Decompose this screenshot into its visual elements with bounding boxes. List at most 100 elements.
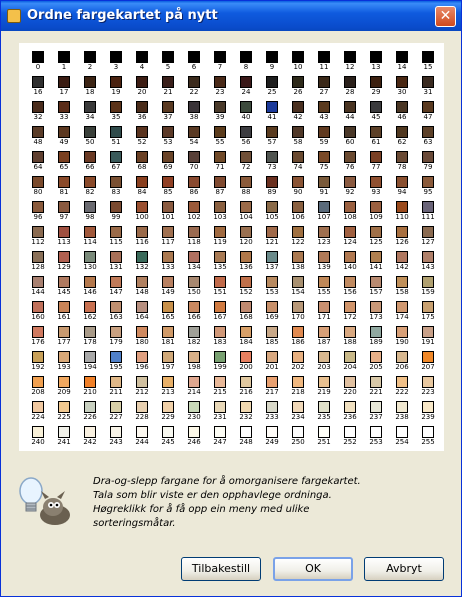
color-swatch-cell[interactable]: 234 bbox=[285, 398, 311, 422]
color-swatch-cell[interactable]: 143 bbox=[415, 248, 441, 272]
color-swatch[interactable] bbox=[318, 326, 330, 338]
color-swatch[interactable] bbox=[344, 151, 356, 163]
color-swatch-cell[interactable]: 152 bbox=[233, 273, 259, 297]
color-swatch-cell[interactable]: 145 bbox=[51, 273, 77, 297]
color-swatch[interactable] bbox=[214, 76, 226, 88]
color-swatch-cell[interactable]: 1 bbox=[51, 48, 77, 72]
color-swatch[interactable] bbox=[344, 376, 356, 388]
color-swatch-cell[interactable]: 130 bbox=[77, 248, 103, 272]
color-swatch[interactable] bbox=[292, 226, 304, 238]
color-swatch-cell[interactable]: 140 bbox=[337, 248, 363, 272]
color-swatch-cell[interactable]: 125 bbox=[363, 223, 389, 247]
color-swatch-cell[interactable]: 30 bbox=[389, 73, 415, 97]
color-swatch-cell[interactable]: 55 bbox=[207, 123, 233, 147]
color-swatch[interactable] bbox=[240, 401, 252, 413]
color-swatch[interactable] bbox=[58, 51, 70, 63]
title-bar[interactable]: Ordne fargekartet på nytt ✕ bbox=[1, 1, 461, 31]
color-swatch-cell[interactable]: 151 bbox=[207, 273, 233, 297]
color-swatch-cell[interactable]: 104 bbox=[233, 198, 259, 222]
color-swatch[interactable] bbox=[214, 51, 226, 63]
color-swatch[interactable] bbox=[136, 301, 148, 313]
color-swatch-cell[interactable]: 8 bbox=[233, 48, 259, 72]
color-swatch[interactable] bbox=[32, 126, 44, 138]
color-swatch-cell[interactable]: 148 bbox=[129, 273, 155, 297]
color-swatch[interactable] bbox=[240, 126, 252, 138]
color-swatch-cell[interactable]: 3 bbox=[103, 48, 129, 72]
color-swatch[interactable] bbox=[344, 51, 356, 63]
color-swatch[interactable] bbox=[214, 201, 226, 213]
color-swatch-cell[interactable]: 47 bbox=[415, 98, 441, 122]
color-swatch[interactable] bbox=[110, 76, 122, 88]
color-swatch-cell[interactable]: 176 bbox=[25, 323, 51, 347]
color-swatch-cell[interactable]: 70 bbox=[181, 148, 207, 172]
color-swatch-cell[interactable]: 103 bbox=[207, 198, 233, 222]
color-swatch-cell[interactable]: 27 bbox=[311, 73, 337, 97]
color-swatch[interactable] bbox=[370, 326, 382, 338]
color-swatch-cell[interactable]: 108 bbox=[337, 198, 363, 222]
color-swatch[interactable] bbox=[162, 251, 174, 263]
color-swatch-cell[interactable]: 37 bbox=[155, 98, 181, 122]
color-swatch-cell[interactable]: 41 bbox=[259, 98, 285, 122]
color-swatch-cell[interactable]: 6 bbox=[181, 48, 207, 72]
color-swatch-cell[interactable]: 179 bbox=[103, 323, 129, 347]
color-swatch-cell[interactable]: 173 bbox=[363, 298, 389, 322]
color-swatch-cell[interactable]: 139 bbox=[311, 248, 337, 272]
color-swatch[interactable] bbox=[370, 276, 382, 288]
color-swatch[interactable] bbox=[240, 201, 252, 213]
color-swatch[interactable] bbox=[370, 176, 382, 188]
color-swatch[interactable] bbox=[240, 276, 252, 288]
color-swatch[interactable] bbox=[110, 126, 122, 138]
color-swatch[interactable] bbox=[396, 101, 408, 113]
color-swatch-cell[interactable]: 11 bbox=[311, 48, 337, 72]
color-swatch[interactable] bbox=[162, 351, 174, 363]
color-swatch[interactable] bbox=[396, 126, 408, 138]
color-swatch-cell[interactable]: 251 bbox=[311, 423, 337, 447]
color-swatch-cell[interactable]: 214 bbox=[181, 373, 207, 397]
color-swatch-cell[interactable]: 231 bbox=[207, 398, 233, 422]
color-swatch[interactable] bbox=[344, 101, 356, 113]
color-swatch-cell[interactable]: 233 bbox=[259, 398, 285, 422]
color-swatch[interactable] bbox=[84, 276, 96, 288]
color-swatch[interactable] bbox=[292, 376, 304, 388]
color-swatch[interactable] bbox=[58, 226, 70, 238]
color-swatch[interactable] bbox=[84, 251, 96, 263]
color-swatch-cell[interactable]: 31 bbox=[415, 73, 441, 97]
color-swatch-cell[interactable]: 254 bbox=[389, 423, 415, 447]
color-swatch[interactable] bbox=[58, 426, 70, 438]
color-swatch-cell[interactable]: 204 bbox=[337, 348, 363, 372]
color-swatch-cell[interactable]: 12 bbox=[337, 48, 363, 72]
color-swatch[interactable] bbox=[32, 401, 44, 413]
color-swatch[interactable] bbox=[422, 151, 434, 163]
color-swatch[interactable] bbox=[266, 301, 278, 313]
color-swatch-cell[interactable]: 76 bbox=[337, 148, 363, 172]
color-swatch-cell[interactable]: 94 bbox=[389, 173, 415, 197]
color-swatch[interactable] bbox=[396, 51, 408, 63]
color-swatch-cell[interactable]: 199 bbox=[207, 348, 233, 372]
color-swatch[interactable] bbox=[318, 276, 330, 288]
color-swatch[interactable] bbox=[136, 176, 148, 188]
color-swatch[interactable] bbox=[266, 126, 278, 138]
color-swatch-cell[interactable]: 115 bbox=[103, 223, 129, 247]
color-swatch-cell[interactable]: 34 bbox=[77, 98, 103, 122]
color-swatch[interactable] bbox=[136, 376, 148, 388]
color-swatch-cell[interactable]: 127 bbox=[415, 223, 441, 247]
color-swatch-cell[interactable]: 249 bbox=[259, 423, 285, 447]
color-swatch[interactable] bbox=[214, 301, 226, 313]
color-swatch[interactable] bbox=[396, 251, 408, 263]
color-swatch[interactable] bbox=[422, 401, 434, 413]
color-swatch-cell[interactable]: 208 bbox=[25, 373, 51, 397]
color-swatch-cell[interactable]: 210 bbox=[77, 373, 103, 397]
color-swatch-cell[interactable]: 92 bbox=[337, 173, 363, 197]
color-swatch[interactable] bbox=[240, 51, 252, 63]
color-swatch-cell[interactable]: 40 bbox=[233, 98, 259, 122]
color-swatch[interactable] bbox=[344, 326, 356, 338]
color-swatch[interactable] bbox=[58, 126, 70, 138]
color-swatch[interactable] bbox=[318, 301, 330, 313]
color-swatch-cell[interactable]: 161 bbox=[51, 298, 77, 322]
color-swatch[interactable] bbox=[32, 276, 44, 288]
color-swatch[interactable] bbox=[58, 376, 70, 388]
color-swatch-cell[interactable]: 121 bbox=[259, 223, 285, 247]
color-swatch-cell[interactable]: 14 bbox=[389, 48, 415, 72]
color-swatch-cell[interactable]: 196 bbox=[129, 348, 155, 372]
color-swatch-cell[interactable]: 78 bbox=[389, 148, 415, 172]
